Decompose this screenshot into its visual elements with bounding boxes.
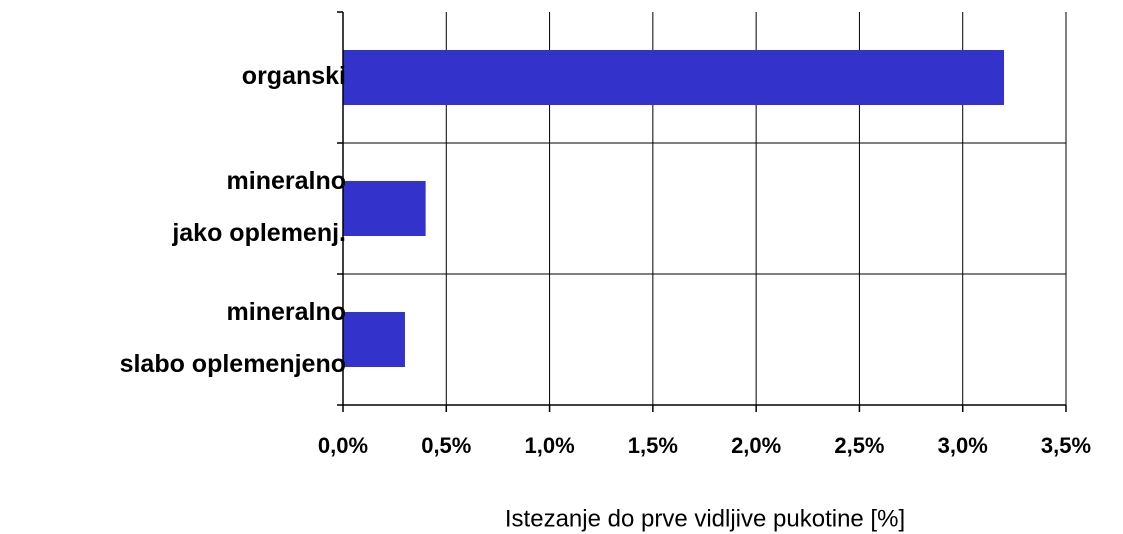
bar <box>343 311 405 368</box>
x-tick-label: 0,5% <box>421 433 471 458</box>
y-tick-label: slabo oplemenjeno <box>120 350 346 378</box>
x-tick-label: 3,5% <box>1041 433 1091 458</box>
x-axis-title: Istezanje do prve vidljive pukotine [%] <box>505 505 905 532</box>
x-tick-label: 3,0% <box>938 433 988 458</box>
x-tick-label: 2,0% <box>731 433 781 458</box>
y-tick-label: mineralno <box>227 167 346 195</box>
y-tick-label: jako oplemenj. <box>171 219 346 247</box>
x-tick-label: 2,5% <box>834 433 884 458</box>
x-tick-label: 0,0% <box>318 433 368 458</box>
x-tick-label: 1,5% <box>628 433 678 458</box>
x-tick-label: 1,0% <box>524 433 574 458</box>
y-tick-label: organski <box>242 62 346 90</box>
y-tick-label: mineralno <box>227 298 346 326</box>
bar <box>343 49 1005 106</box>
bar <box>343 180 426 237</box>
